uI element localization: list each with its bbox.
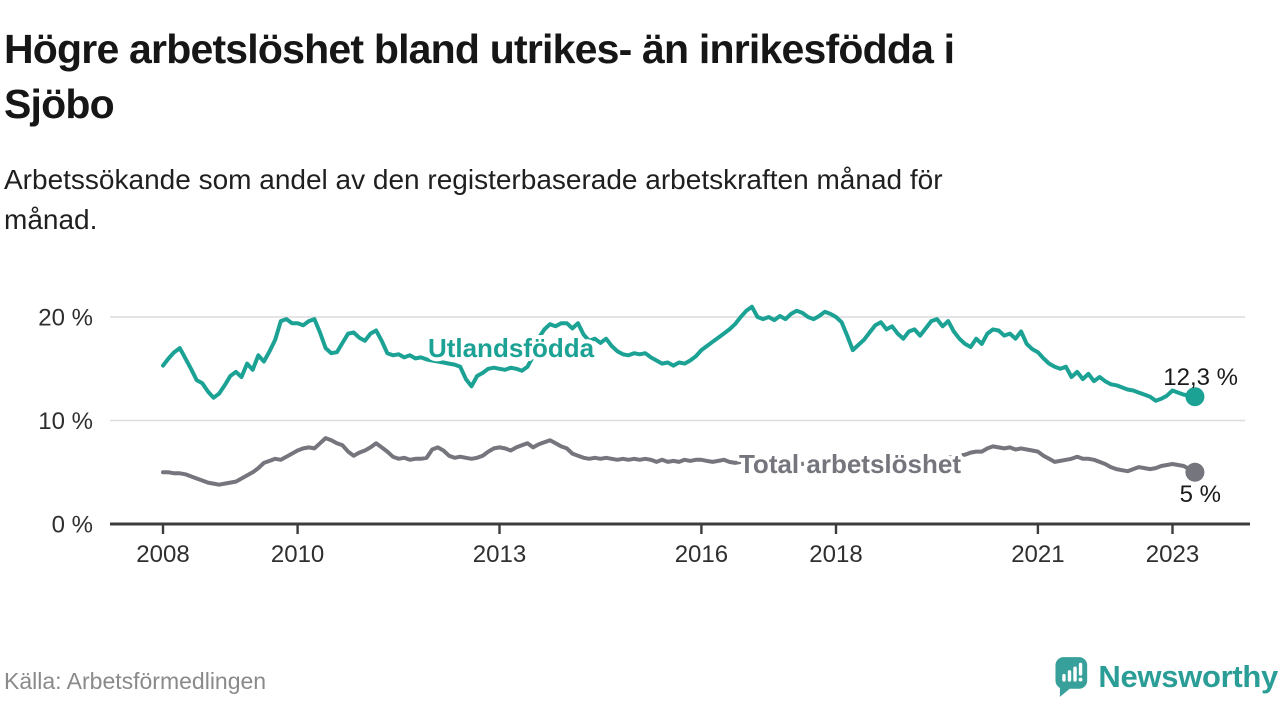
y-axis-labels: 0 % 10 % 20 % [38, 305, 93, 539]
series-line-utlandsfodda [161, 304, 1197, 403]
series-lines [161, 304, 1205, 487]
end-dot-total [1185, 462, 1205, 482]
x-axis-labels: 2008 2010 2013 2016 2018 2021 2023 [136, 541, 1199, 568]
x-tick-label: 2016 [675, 541, 728, 568]
page-subtitle: Arbetssökande som andel av den registerb… [4, 164, 943, 235]
end-dot-utlandsfodda [1185, 387, 1205, 407]
series-label-total: Total arbetslöshet [739, 449, 961, 479]
x-tick-label: 2008 [136, 541, 189, 568]
line-chart: 0 % 10 % 20 % 2008 2010 2013 2016 2018 2021 2023… [38, 304, 1250, 568]
x-tick-label: 2018 [809, 541, 862, 568]
x-tick-marks [161, 524, 1174, 534]
y-tick-label: 0 % [52, 512, 93, 539]
y-tick-label: 10 % [38, 408, 93, 435]
x-tick-label: 2021 [1011, 541, 1064, 568]
newsworthy-bubble-chart-icon [1055, 657, 1088, 697]
bubble-tail [1059, 683, 1074, 697]
series-line-total [161, 436, 1197, 487]
x-tick-label: 2010 [271, 541, 324, 568]
end-value-total: 5 % [1180, 481, 1221, 508]
newsworthy-logo: Newsworthy [1054, 646, 1278, 708]
y-tick-label: 20 % [38, 305, 93, 332]
end-value-utlandsfodda: 12,3 % [1163, 364, 1238, 391]
series-label-utlandsfodda: Utlandsfödda [428, 333, 595, 363]
exclamation-dot [1078, 677, 1083, 682]
x-tick-label: 2023 [1146, 541, 1199, 568]
x-tick-label: 2013 [473, 541, 526, 568]
page-title: Högre arbetslöshet bland utrikes- än inr… [4, 26, 955, 127]
newsworthy-wordmark: Newsworthy [1098, 659, 1278, 694]
gridlines [110, 316, 1245, 422]
source-note: Källa: Arbetsförmedlingen [4, 668, 267, 694]
